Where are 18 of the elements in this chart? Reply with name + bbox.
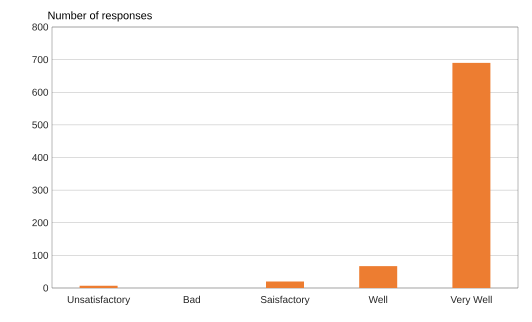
bar [359,266,398,288]
x-tick-label: Saisfactory [260,296,310,306]
x-tick-label: Bad [184,296,200,304]
y-tick-label: 400 [32,154,48,162]
x-tick-label: Well [368,296,388,304]
y-axis-title: Number of responses [48,11,152,22]
y-tick-label: 600 [32,88,48,96]
y-tick-label: 200 [32,219,48,226]
x-tick-label: Unsatisfactory [68,296,130,306]
x-tick-label: Very Well [450,296,492,306]
y-tick-label: 700 [32,56,48,64]
y-tick-label: 300 [32,186,48,194]
y-tick-label: 100 [32,252,48,259]
y-tick-label: 800 [32,23,48,31]
y-tick-label: 500 [32,121,48,128]
bar [452,62,490,288]
y-tick-label: 0 [43,284,48,292]
bar [266,281,304,288]
